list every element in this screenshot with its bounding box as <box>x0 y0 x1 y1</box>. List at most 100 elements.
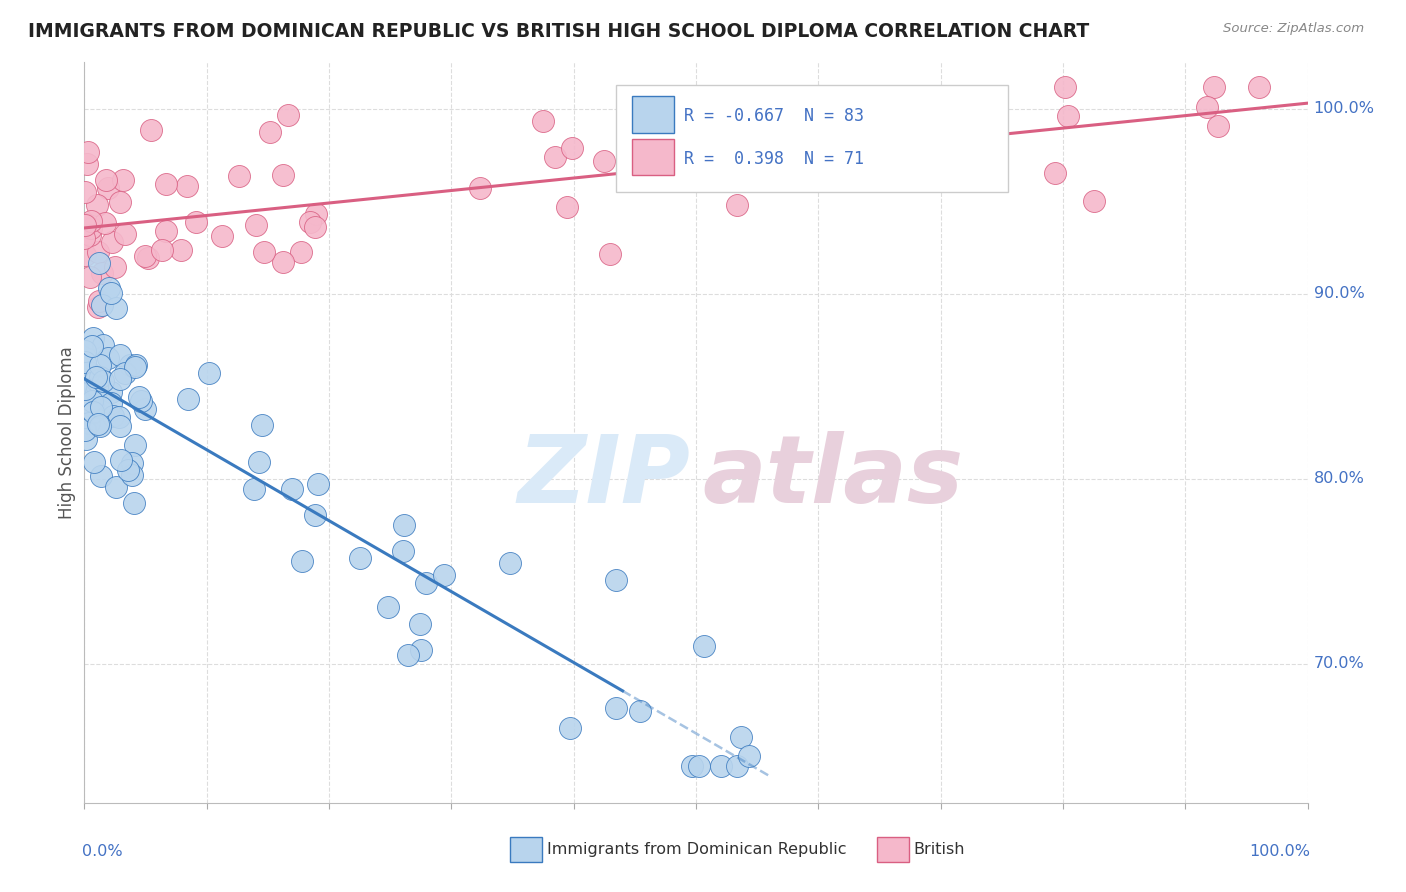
Point <box>91 374 114 388</box>
Point <box>271 255 294 269</box>
Point <box>408 617 430 632</box>
Point <box>94 216 117 230</box>
Point <box>725 198 748 212</box>
Point <box>121 456 143 470</box>
Point <box>87 300 110 314</box>
Point <box>155 224 177 238</box>
Point <box>77 417 100 431</box>
Point <box>169 244 191 258</box>
Point <box>108 418 131 433</box>
Point <box>211 228 233 243</box>
Point <box>84 370 107 384</box>
Point <box>117 463 139 477</box>
Point <box>100 286 122 301</box>
Point <box>499 557 522 571</box>
Point <box>90 469 112 483</box>
Point <box>75 355 97 369</box>
Point <box>1056 109 1078 123</box>
Text: 90.0%: 90.0% <box>1313 286 1364 301</box>
Point <box>89 293 111 308</box>
Point <box>134 249 156 263</box>
Point <box>1202 79 1225 94</box>
Point <box>651 159 673 173</box>
Point <box>73 185 96 199</box>
Point <box>134 402 156 417</box>
Point <box>141 123 163 137</box>
Point <box>75 382 97 396</box>
Point <box>80 394 103 409</box>
Point <box>693 640 716 654</box>
Point <box>114 227 136 241</box>
Point <box>392 544 415 558</box>
Point <box>107 409 129 424</box>
Point <box>101 235 124 249</box>
Point <box>468 181 491 195</box>
Text: British: British <box>914 842 965 857</box>
Point <box>91 298 114 312</box>
Point <box>84 373 107 387</box>
Point <box>89 358 111 372</box>
Point <box>290 244 312 259</box>
Point <box>176 179 198 194</box>
FancyBboxPatch shape <box>633 138 673 175</box>
Point <box>841 94 863 108</box>
Point <box>75 248 97 262</box>
Point <box>396 648 419 662</box>
Point <box>105 301 128 315</box>
Text: Immigrants from Dominican Republic: Immigrants from Dominican Republic <box>547 842 846 857</box>
Point <box>75 344 97 359</box>
Point <box>87 256 110 270</box>
Point <box>112 173 135 187</box>
Point <box>1208 120 1230 134</box>
Point <box>605 701 627 715</box>
Point <box>86 385 108 400</box>
Point <box>89 418 111 433</box>
Point <box>1083 194 1105 208</box>
Point <box>136 252 159 266</box>
Point <box>291 554 314 568</box>
Point <box>349 551 371 566</box>
Point <box>121 468 143 483</box>
Point <box>131 394 153 409</box>
Point <box>108 348 131 362</box>
Point <box>75 423 97 437</box>
Point <box>252 417 274 432</box>
Point <box>110 453 132 467</box>
Text: Source: ZipAtlas.com: Source: ZipAtlas.com <box>1223 22 1364 36</box>
Point <box>543 150 565 164</box>
Point <box>198 366 221 380</box>
Point <box>103 409 125 424</box>
Point <box>77 145 100 160</box>
Point <box>1045 166 1067 180</box>
FancyBboxPatch shape <box>510 837 541 862</box>
Point <box>83 455 105 469</box>
Point <box>110 372 132 386</box>
Point <box>870 148 893 162</box>
Point <box>377 599 399 614</box>
Point <box>299 214 322 228</box>
Point <box>79 269 101 284</box>
Point <box>75 432 97 446</box>
Point <box>558 722 581 736</box>
Point <box>76 157 98 171</box>
Point <box>89 370 111 384</box>
Point <box>82 400 104 414</box>
Point <box>259 126 281 140</box>
Point <box>82 331 104 345</box>
Point <box>82 339 104 353</box>
Point <box>91 267 114 281</box>
Point <box>124 438 146 452</box>
FancyBboxPatch shape <box>877 837 908 862</box>
Point <box>79 228 101 243</box>
Point <box>80 213 103 227</box>
Point <box>790 134 813 148</box>
Y-axis label: High School Diploma: High School Diploma <box>58 346 76 519</box>
Point <box>688 758 710 772</box>
Point <box>87 417 110 431</box>
Point <box>277 107 299 121</box>
Text: 100.0%: 100.0% <box>1249 844 1310 858</box>
FancyBboxPatch shape <box>616 85 1008 192</box>
Text: R =  0.398  N = 71: R = 0.398 N = 71 <box>683 150 863 168</box>
Point <box>1054 79 1077 94</box>
Point <box>304 508 326 523</box>
